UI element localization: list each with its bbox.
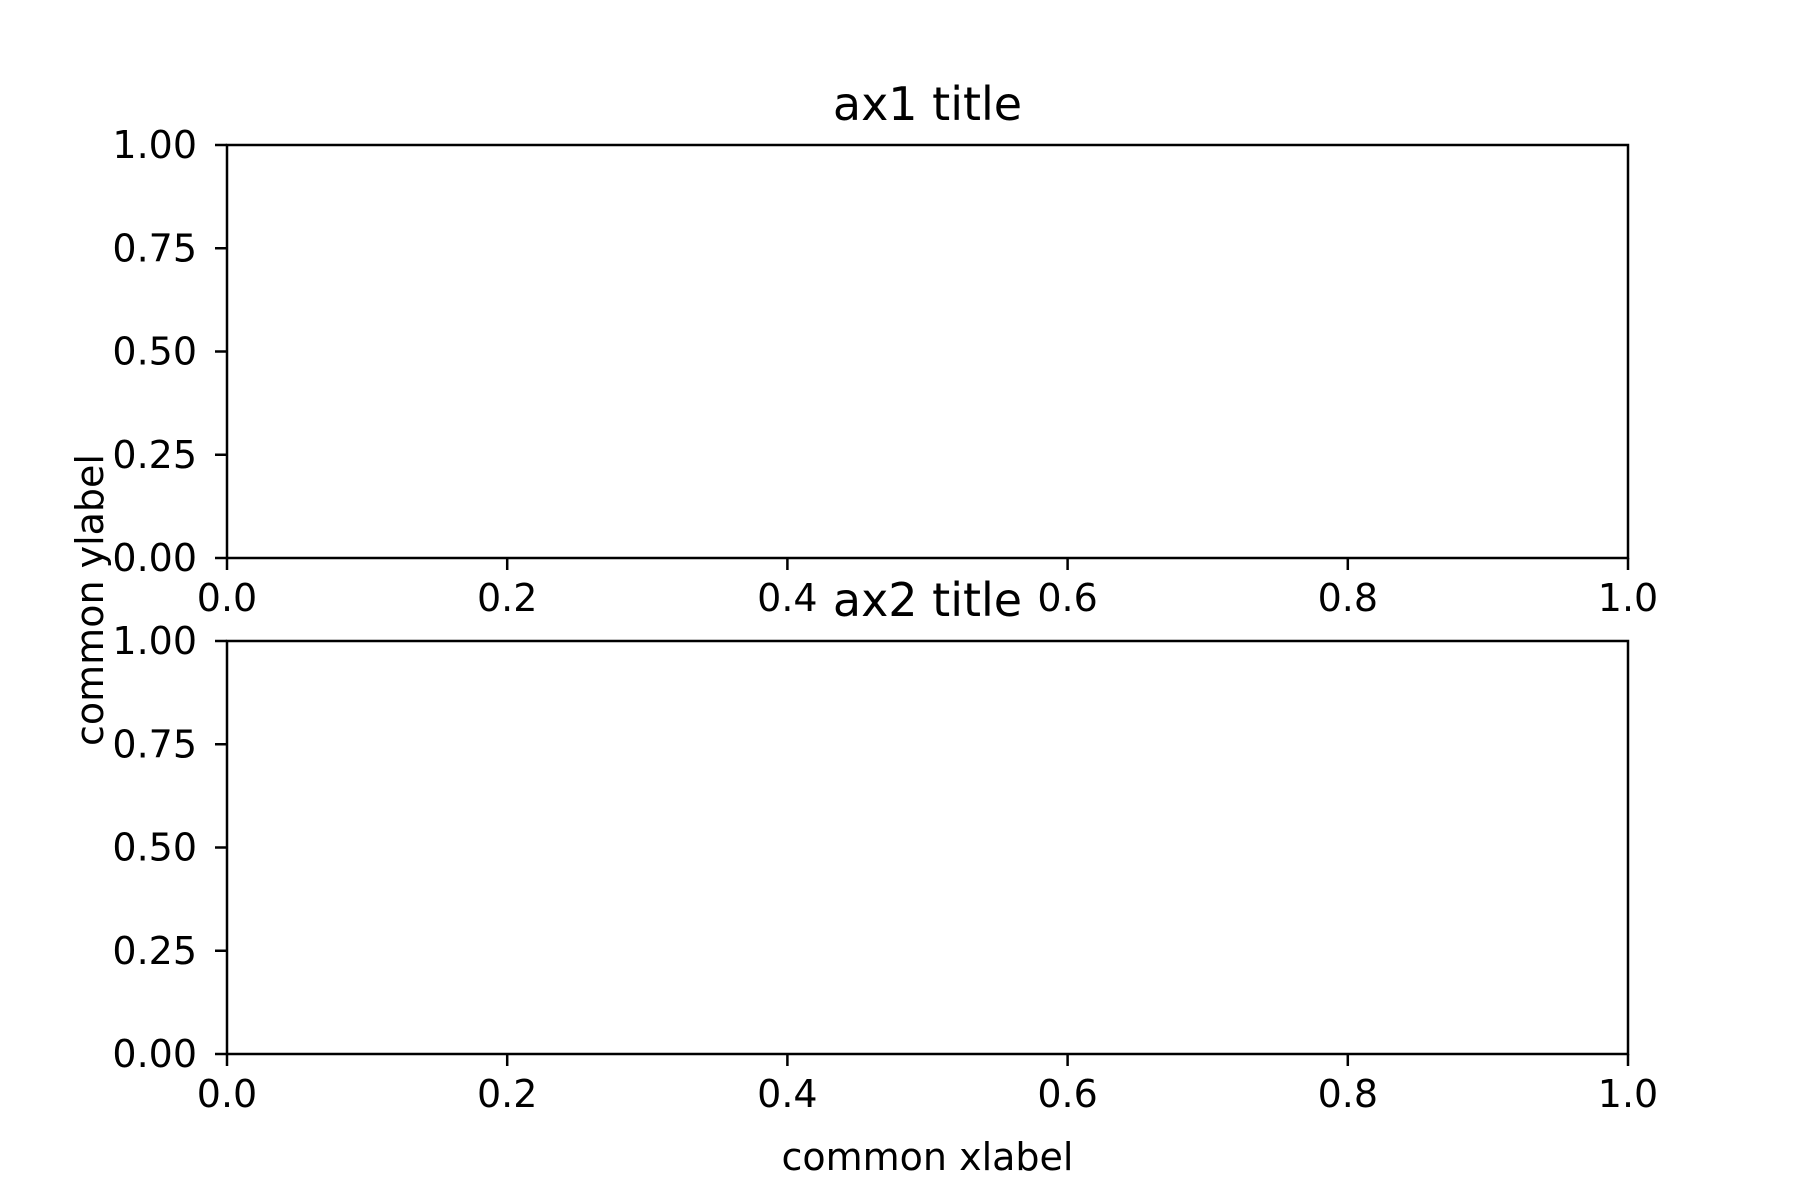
axes-2-ytick-label: 0.50 <box>112 826 197 870</box>
axes-1-ytick-label: 1.00 <box>112 123 197 167</box>
axes-2-ytick-label: 0.25 <box>112 929 197 973</box>
axes-1-ytick-label: 0.00 <box>112 536 197 580</box>
axes-2-xtick-label: 0.2 <box>477 1072 537 1116</box>
axes-1-xtick-label: 0.2 <box>477 576 537 620</box>
axes-2-xtick-label: 1.0 <box>1598 1072 1658 1116</box>
axes-1-xtick-label: 0.0 <box>197 576 257 620</box>
axes-1: ax1 title 0.0 0.2 0.4 0.6 0.8 1.0 0.00 0.25 0.5… <box>112 77 1658 620</box>
common-ylabel: common ylabel <box>68 454 112 746</box>
axes-1-xtick-label: 0.8 <box>1318 576 1378 620</box>
axes-2-xtick-label: 0.0 <box>197 1072 257 1116</box>
axes-1-ytick-label: 0.25 <box>112 433 197 477</box>
axes-2-title: ax2 title <box>833 573 1022 627</box>
axes-1-ytick-label: 0.75 <box>112 226 197 270</box>
axes-2: ax2 title 0.0 0.2 0.4 0.6 0.8 1.0 0.00 0.25 0.5… <box>112 573 1658 1116</box>
axes-1-xticks: 0.0 0.2 0.4 0.6 0.8 1.0 <box>197 558 1658 620</box>
axes-2-yticks: 0.00 0.25 0.50 0.75 1.00 <box>112 619 227 1076</box>
axes-2-ytick-label: 1.00 <box>112 619 197 663</box>
axes-1-yticks: 0.00 0.25 0.50 0.75 1.00 <box>112 123 227 580</box>
axes-2-xtick-label: 0.8 <box>1318 1072 1378 1116</box>
common-xlabel: common xlabel <box>782 1135 1074 1179</box>
axes-1-ytick-label: 0.50 <box>112 330 197 374</box>
axes-1-xtick-label: 0.4 <box>757 576 817 620</box>
axes-1-xtick-label: 0.6 <box>1037 576 1097 620</box>
axes-1-title: ax1 title <box>833 77 1022 131</box>
axes-2-ytick-label: 0.00 <box>112 1032 197 1076</box>
axes-2-ytick-label: 0.75 <box>112 722 197 766</box>
axes-2-xtick-label: 0.4 <box>757 1072 817 1116</box>
axes-2-xtick-label: 0.6 <box>1037 1072 1097 1116</box>
axes-1-xtick-label: 1.0 <box>1598 576 1658 620</box>
axes-2-xticks: 0.0 0.2 0.4 0.6 0.8 1.0 <box>197 1054 1658 1116</box>
